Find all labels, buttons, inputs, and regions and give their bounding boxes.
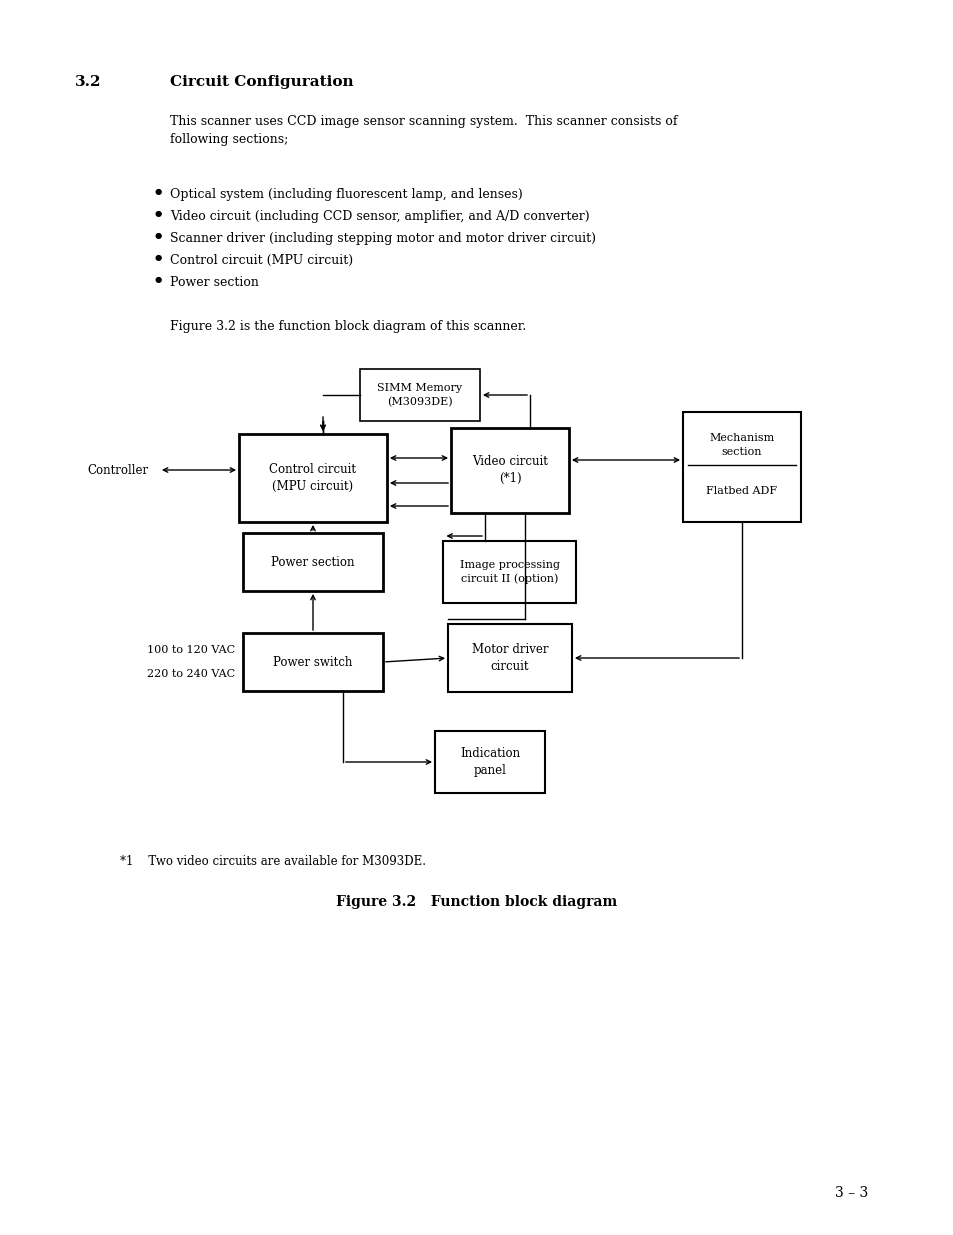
Text: Power section: Power section (170, 275, 258, 289)
Text: 3 – 3: 3 – 3 (834, 1186, 867, 1200)
Text: Optical system (including fluorescent lamp, and lenses): Optical system (including fluorescent la… (170, 188, 522, 201)
Text: 3.2: 3.2 (75, 75, 101, 89)
Text: ●: ● (154, 232, 162, 240)
Bar (359, 369, 479, 421)
Text: ●: ● (154, 210, 162, 219)
Text: ●: ● (154, 275, 162, 284)
Text: Circuit Configuration: Circuit Configuration (170, 75, 354, 89)
Text: Power section: Power section (271, 556, 355, 568)
Text: Video circuit
(*1): Video circuit (*1) (472, 454, 547, 485)
Text: Motor driver
circuit: Motor driver circuit (471, 643, 548, 673)
Text: SIMM Memory
(M3093DE): SIMM Memory (M3093DE) (377, 383, 462, 406)
Bar (243, 534, 382, 592)
Text: Figure 3.2   Function block diagram: Figure 3.2 Function block diagram (336, 895, 617, 909)
Text: Indication
panel: Indication panel (459, 747, 519, 777)
Text: Image processing
circuit II (option): Image processing circuit II (option) (459, 559, 559, 584)
Text: 220 to 240 VAC: 220 to 240 VAC (147, 669, 234, 679)
Bar (682, 412, 801, 522)
Bar (448, 624, 572, 692)
Text: *1    Two video circuits are available for M3093DE.: *1 Two video circuits are available for … (120, 855, 426, 868)
Text: Flatbed ADF: Flatbed ADF (706, 487, 777, 496)
Text: Controller: Controller (88, 463, 149, 477)
Bar (435, 731, 544, 793)
Text: Control circuit
(MPU circuit): Control circuit (MPU circuit) (269, 463, 356, 493)
Text: This scanner uses CCD image sensor scanning system.  This scanner consists of
fo: This scanner uses CCD image sensor scann… (170, 115, 677, 146)
Text: Control circuit (MPU circuit): Control circuit (MPU circuit) (170, 254, 353, 267)
Text: Video circuit (including CCD sensor, amplifier, and A/D converter): Video circuit (including CCD sensor, amp… (170, 210, 589, 224)
Text: ●: ● (154, 254, 162, 262)
Text: Mechanism
section: Mechanism section (709, 433, 774, 457)
Text: ●: ● (154, 188, 162, 196)
Text: Power switch: Power switch (273, 656, 353, 668)
Bar (451, 427, 568, 513)
Text: Scanner driver (including stepping motor and motor driver circuit): Scanner driver (including stepping motor… (170, 232, 596, 245)
Bar (239, 433, 387, 522)
Bar (243, 634, 382, 692)
Bar (443, 541, 576, 603)
Text: 100 to 120 VAC: 100 to 120 VAC (147, 645, 234, 655)
Text: Figure 3.2 is the function block diagram of this scanner.: Figure 3.2 is the function block diagram… (170, 320, 526, 333)
